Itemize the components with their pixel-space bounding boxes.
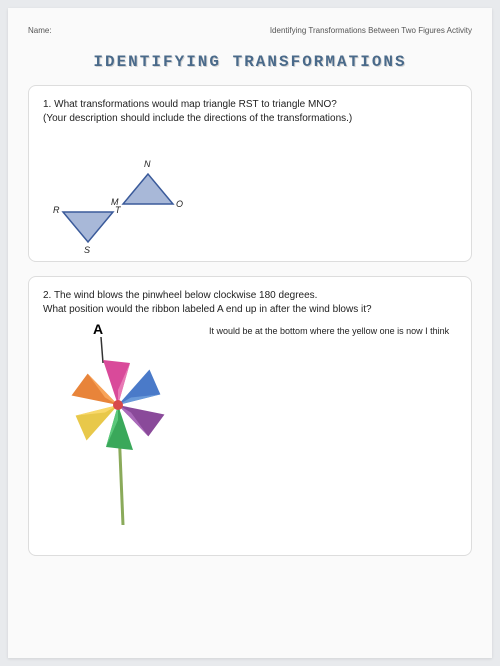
question-2-box: 2. The wind blows the pinwheel below clo… (28, 276, 472, 556)
label-a: A (93, 321, 103, 337)
label-n: N (144, 159, 151, 169)
q2-content: A It would (43, 325, 457, 515)
pinwheel-blades (72, 360, 165, 450)
label-t: T (115, 205, 121, 215)
triangle-rst (63, 212, 113, 242)
ribbon-a-line (101, 337, 103, 363)
main-title: IDENTIFYING TRANSFORMATIONS (28, 53, 472, 71)
name-label: Name: (28, 26, 52, 35)
label-s: S (84, 245, 90, 255)
q2-number: 2. (43, 290, 51, 301)
activity-title: Identifying Transformations Between Two … (270, 26, 472, 35)
pinwheel-center (113, 400, 123, 410)
triangle-diagram: N M O R T S (43, 134, 243, 249)
triangles-svg (43, 134, 243, 249)
label-o: O (176, 199, 183, 209)
page-header: Name: Identifying Transformations Betwee… (28, 26, 472, 35)
q2-answer: It would be at the bottom where the yell… (209, 325, 457, 338)
q2-text: 2. The wind blows the pinwheel below clo… (43, 289, 457, 317)
q1-number: 1. (43, 99, 51, 110)
q2-line2: What position would the ribbon labeled A… (43, 304, 372, 315)
q2-line1: The wind blows the pinwheel below clockw… (54, 290, 317, 301)
question-1-box: 1. What transformations would map triang… (28, 85, 472, 262)
worksheet-page: Name: Identifying Transformations Betwee… (8, 8, 492, 658)
pinwheel-image: A (43, 325, 193, 515)
q1-subtext: (Your description should include the dir… (43, 113, 352, 124)
pinwheel-svg (43, 325, 193, 525)
label-r: R (53, 205, 60, 215)
q1-text: 1. What transformations would map triang… (43, 98, 457, 126)
q1-question: What transformations would map triangle … (54, 99, 337, 110)
triangle-mno (123, 174, 173, 204)
